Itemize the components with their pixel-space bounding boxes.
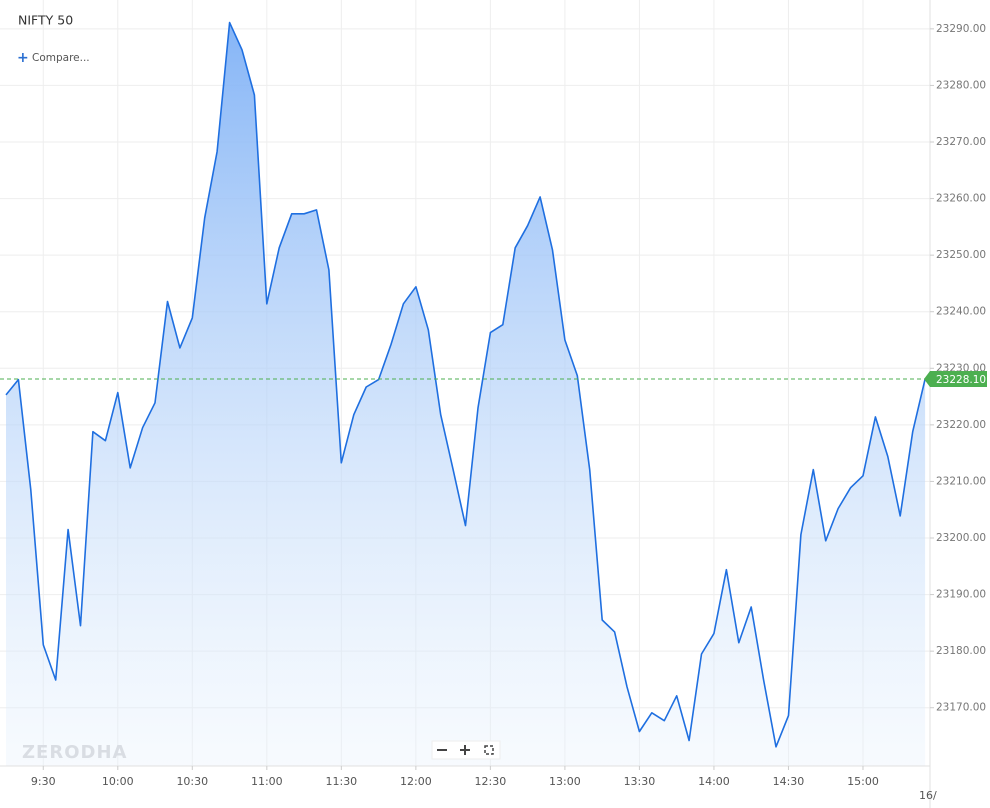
axes: 23170.00 23180.00 23190.00 23200.00 23210.00… — [31, 23, 987, 802]
fullscreen[interactable] — [484, 745, 494, 755]
x-tick-label: 15:00 — [847, 775, 879, 788]
zoom-controls — [431, 740, 501, 760]
watermark: ZERODHA — [22, 742, 127, 763]
last-price-label: 23228.10 — [936, 374, 986, 386]
x-tick-label: 13:30 — [624, 775, 656, 788]
date-label: 16/ — [919, 789, 937, 802]
y-tick-label: 23210.00 — [936, 475, 986, 487]
y-tick-label: 23270.00 — [936, 136, 986, 148]
x-tick-label: 11:30 — [325, 775, 357, 788]
y-tick-label: 23280.00 — [936, 79, 986, 91]
x-tick-label: 13:00 — [549, 775, 581, 788]
y-tick-label: 23180.00 — [936, 645, 986, 657]
plot — [0, 21, 930, 766]
last-price-badge — [924, 371, 987, 388]
x-tick-label: 10:00 — [102, 775, 134, 788]
compare-label[interactable]: Compare... — [32, 52, 90, 64]
price-line — [5, 21, 926, 748]
y-tick-label: 23170.00 — [936, 702, 986, 714]
y-tick-label: 23200.00 — [936, 532, 986, 544]
x-tick-label: 14:00 — [698, 775, 730, 788]
x-tick-label: 9:30 — [31, 775, 56, 788]
chart-title: NIFTY 50 — [18, 13, 73, 28]
x-tick-label: 14:30 — [773, 775, 805, 788]
compare-button[interactable]: + Compare... — [17, 50, 90, 66]
y-tick-label: 23260.00 — [936, 193, 986, 205]
y-tick-label: 23250.00 — [936, 249, 986, 261]
area-fill — [6, 22, 926, 766]
x-tick-label: 10:30 — [176, 775, 208, 788]
x-tick-label: 12:00 — [400, 775, 432, 788]
x-tick-label: 11:00 — [251, 775, 283, 788]
x-tick-label: 12:30 — [475, 775, 507, 788]
y-tick-label: 23240.00 — [936, 306, 986, 318]
y-tick-label: 23290.00 — [936, 23, 986, 35]
y-tick-label: 23190.00 — [936, 589, 986, 601]
compare-icon: + — [17, 50, 29, 66]
y-tick-label: 23220.00 — [936, 419, 986, 431]
